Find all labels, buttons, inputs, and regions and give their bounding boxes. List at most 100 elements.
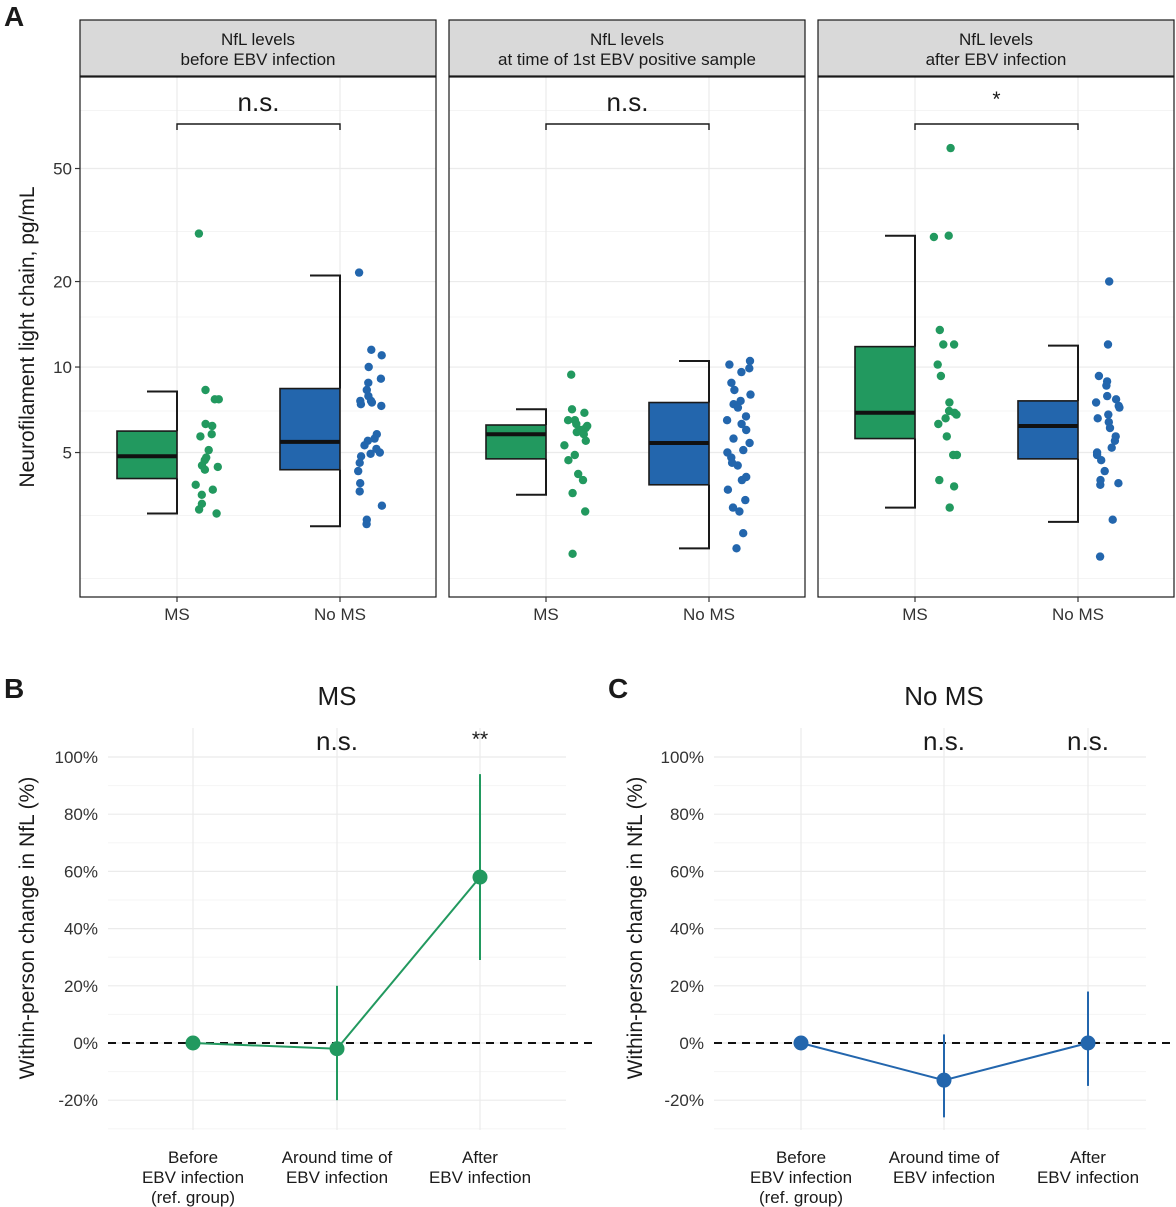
box-no-ms xyxy=(1017,344,1079,523)
data-point xyxy=(1103,391,1112,401)
y-axis-label: Neurofilament light chain, pg/mL xyxy=(16,186,39,487)
data-point xyxy=(356,452,366,461)
data-point xyxy=(207,430,216,439)
y-tick-label: 20% xyxy=(670,977,704,996)
data-point xyxy=(578,475,588,485)
x-category-label: Around time of xyxy=(889,1148,1000,1167)
data-point xyxy=(200,465,210,474)
data-point xyxy=(377,501,387,510)
box-whisker xyxy=(1048,344,1079,523)
data-point xyxy=(364,378,373,387)
x-category-label: EBV infection xyxy=(429,1168,531,1187)
data-point xyxy=(741,495,750,505)
data-point xyxy=(1094,371,1104,381)
y-tick-label: 0% xyxy=(73,1034,98,1053)
significance-label: n.s. xyxy=(1067,726,1109,756)
data-point xyxy=(949,482,959,491)
x-tick-label: No MS xyxy=(683,605,735,624)
data-point xyxy=(567,370,576,379)
data-point xyxy=(208,421,217,431)
significance-bracket xyxy=(914,123,1079,130)
y-tick-label: 40% xyxy=(670,920,704,939)
data-point xyxy=(1105,423,1115,433)
panel-letter-c: C xyxy=(608,673,628,704)
estimate-point xyxy=(329,1041,345,1057)
estimate-point xyxy=(793,1035,809,1051)
chart-title: No MS xyxy=(904,681,983,711)
data-point xyxy=(208,485,217,494)
y-tick-label: 60% xyxy=(670,862,704,881)
data-point xyxy=(1093,414,1102,423)
x-category-label: (ref. group) xyxy=(151,1188,235,1207)
x-tick-label: MS xyxy=(533,605,559,624)
data-point xyxy=(581,436,590,445)
box-ms xyxy=(116,390,178,515)
data-point xyxy=(581,507,590,516)
box-whisker xyxy=(310,274,341,528)
x-category-label: Before xyxy=(168,1148,218,1167)
box-whisker xyxy=(516,408,547,496)
data-point xyxy=(733,403,743,412)
data-point xyxy=(213,462,222,472)
data-point xyxy=(929,232,939,242)
data-point xyxy=(1096,480,1105,489)
data-point xyxy=(568,549,577,558)
data-point xyxy=(1115,403,1124,412)
data-point xyxy=(1111,395,1121,404)
data-point xyxy=(745,438,754,448)
facet-strip-title-line2: at time of 1st EBV positive sample xyxy=(498,50,756,69)
significance-label: n.s. xyxy=(607,87,649,117)
y-tick-label: 20% xyxy=(64,977,98,996)
significance-label: ** xyxy=(472,728,488,751)
data-point xyxy=(933,360,942,369)
box-ms xyxy=(854,234,916,509)
data-point xyxy=(939,340,948,349)
estimate-point xyxy=(185,1035,201,1051)
data-point xyxy=(941,414,950,423)
x-category-label: EBV infection xyxy=(893,1168,995,1187)
data-point xyxy=(735,507,744,516)
y-tick-label: 60% xyxy=(64,862,98,881)
data-point xyxy=(364,362,373,372)
data-point xyxy=(1104,410,1113,419)
y-tick-label: 10 xyxy=(53,358,72,377)
x-category-label: After xyxy=(462,1148,498,1167)
facet-strip-title-line2: before EBV infection xyxy=(181,50,336,69)
box-ms xyxy=(485,408,547,496)
data-point xyxy=(563,416,573,425)
facet-strip xyxy=(448,19,806,77)
data-point xyxy=(725,360,734,369)
data-point xyxy=(736,396,745,406)
data-point xyxy=(746,390,755,399)
data-point xyxy=(356,479,365,488)
data-point xyxy=(722,416,732,425)
data-point xyxy=(1108,515,1117,524)
y-tick-label: 100% xyxy=(55,748,98,767)
data-point xyxy=(945,503,954,512)
box-whisker xyxy=(885,234,916,509)
y-tick-label: 40% xyxy=(64,920,98,939)
data-point xyxy=(194,229,204,238)
box-iqr xyxy=(854,345,916,440)
y-tick-label: 100% xyxy=(661,748,704,767)
x-tick-label: MS xyxy=(902,605,928,624)
data-point xyxy=(572,419,581,429)
x-category-label: EBV infection xyxy=(1037,1168,1139,1187)
significance-label: n.s. xyxy=(923,726,965,756)
data-point xyxy=(745,364,754,373)
data-point xyxy=(745,356,755,366)
data-point xyxy=(1102,381,1111,390)
x-tick-label: MS xyxy=(164,605,190,624)
y-axis-label: Within-person change in NfL (%) xyxy=(624,777,647,1080)
facet-border xyxy=(79,76,437,598)
estimate-point xyxy=(1080,1035,1096,1051)
y-tick-label: 80% xyxy=(64,805,98,824)
data-point xyxy=(568,488,577,498)
data-point xyxy=(194,505,204,514)
data-point xyxy=(737,419,746,429)
data-point xyxy=(737,475,747,485)
data-point xyxy=(727,378,736,387)
